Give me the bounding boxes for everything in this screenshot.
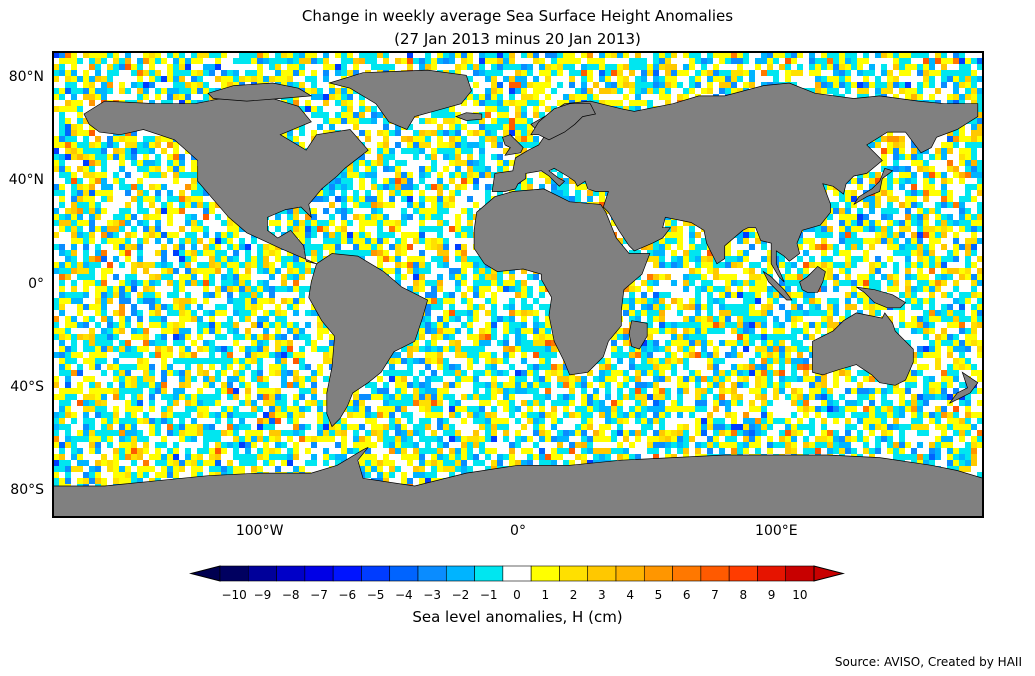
map-subtitle: (27 Jan 2013 minus 20 Jan 2013) bbox=[394, 30, 641, 48]
colorbar-tick-label: −1 bbox=[479, 588, 498, 602]
colorbar-swatch bbox=[559, 565, 589, 582]
new-zealand-landmass bbox=[949, 371, 979, 404]
lat-label: 80°N bbox=[8, 68, 44, 85]
colorbar-swatch bbox=[474, 565, 504, 582]
colorbar-tick-label: −8 bbox=[281, 588, 300, 602]
colorbar-swatch bbox=[700, 565, 730, 582]
lon-label: 0° bbox=[510, 523, 526, 539]
colorbar-over-arrow bbox=[813, 565, 845, 582]
colorbar-tick-label: −3 bbox=[423, 588, 441, 602]
colorbar-swatch bbox=[728, 565, 758, 582]
colorbar-tick-label: 10 bbox=[792, 588, 808, 602]
colorbar-swatch bbox=[304, 565, 334, 582]
south-america-landmass bbox=[308, 253, 429, 428]
new-guinea-landmass bbox=[856, 286, 907, 309]
lat-label: 0° bbox=[28, 275, 44, 292]
japan-landmass bbox=[853, 167, 894, 205]
greenland-landmass bbox=[328, 69, 472, 130]
colorbar-tick-label: −2 bbox=[451, 588, 470, 602]
colorbar-tick-label: 3 bbox=[598, 588, 606, 602]
north-america-landmass bbox=[83, 95, 369, 265]
colorbar-swatch bbox=[445, 565, 475, 582]
colorbar-swatch bbox=[643, 565, 673, 582]
iceland-landmass bbox=[455, 112, 483, 121]
land-masses bbox=[53, 69, 983, 517]
lat-label: 40°S bbox=[10, 378, 44, 395]
colorbar-swatch bbox=[389, 565, 419, 582]
colorbar-tick-label: −4 bbox=[394, 588, 413, 602]
colorbar-tick-label: −7 bbox=[310, 588, 328, 602]
eurasia-landmass bbox=[491, 82, 979, 283]
colorbar-tick-label: −5 bbox=[366, 588, 385, 602]
colorbar-swatch bbox=[785, 565, 815, 582]
canadian-arctic-landmass bbox=[207, 82, 313, 102]
colorbar-tick-label: 0 bbox=[513, 588, 521, 602]
colorbar-swatch bbox=[672, 565, 702, 582]
lon-label: 100°E bbox=[755, 523, 798, 539]
lat-label: 80°S bbox=[10, 482, 44, 499]
borneo-landmass bbox=[799, 265, 826, 293]
map-title: Change in weekly average Sea Surface Hei… bbox=[301, 7, 734, 25]
colorbar-under-arrow bbox=[189, 565, 221, 582]
colorbar-tick-label: 8 bbox=[739, 588, 748, 602]
colorbar-tick-label: −9 bbox=[253, 588, 272, 602]
colorbar-swatch bbox=[502, 565, 532, 582]
colorbar-swatch bbox=[332, 565, 362, 582]
map-frame bbox=[52, 51, 984, 518]
colorbar-tick-label: 2 bbox=[569, 588, 578, 602]
colorbar-swatch bbox=[276, 565, 306, 582]
colorbar-tick-label: −6 bbox=[338, 588, 357, 602]
colorbar-tick-label: −10 bbox=[221, 588, 247, 602]
colorbar-swatch bbox=[361, 565, 391, 582]
colorbar-tick-label: 7 bbox=[711, 588, 719, 602]
colorbar-swatch bbox=[587, 565, 617, 582]
australia-landmass bbox=[812, 312, 914, 386]
colorbar-tick-label: 5 bbox=[654, 588, 663, 602]
africa-landmass bbox=[473, 188, 651, 376]
lat-label: 40°N bbox=[8, 172, 44, 189]
madagascar-landmass bbox=[628, 320, 648, 350]
colorbar-swatch bbox=[615, 565, 645, 582]
source-credit: Source: AVISO, Created by HAII bbox=[834, 655, 1022, 669]
colorbar-swatch bbox=[530, 565, 560, 582]
colorbar-swatch bbox=[417, 565, 447, 582]
colorbar-swatch bbox=[219, 565, 249, 582]
sumatra-landmass bbox=[762, 270, 793, 301]
scandinavia-landmass bbox=[530, 103, 597, 141]
colorbar-tick-label: 9 bbox=[767, 588, 776, 602]
lon-label: 100°W bbox=[235, 523, 284, 539]
great-britain-landmass bbox=[502, 134, 524, 156]
colorbar-label: Sea level anomalies, H (cm) bbox=[412, 608, 623, 626]
colorbar-swatch bbox=[247, 565, 277, 582]
antarctica-landmass bbox=[53, 446, 983, 517]
colorbar-tick-label: 4 bbox=[626, 588, 634, 602]
colorbar-tick-label: 1 bbox=[541, 588, 550, 602]
colorbar-swatch bbox=[757, 565, 787, 582]
colorbar-tick-label: 6 bbox=[682, 588, 691, 602]
